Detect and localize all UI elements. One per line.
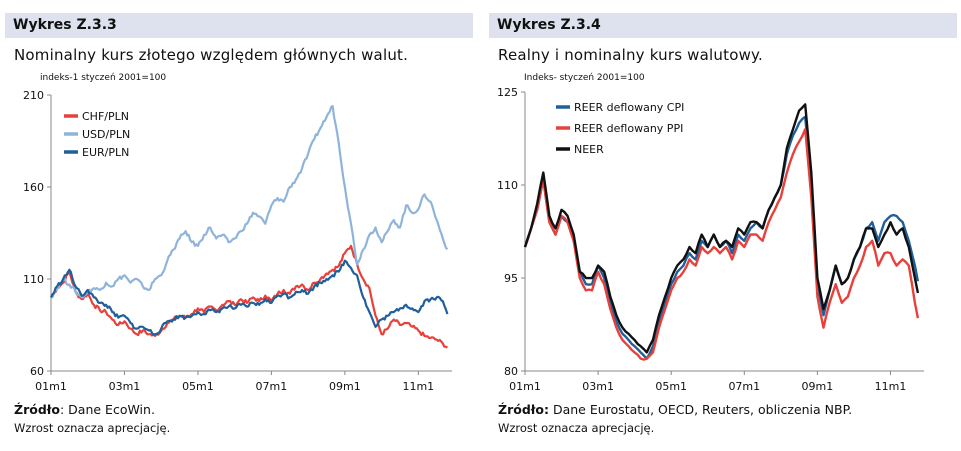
chart-subtitle: Nominalny kurs złotego względem głównych… — [14, 46, 409, 64]
x-tick-label: 09m1 — [329, 380, 361, 393]
source-label: Źródło — [14, 402, 60, 417]
line-chart: 80 95 110 125 01m1 03m1 05m1 07m1 09m1 11m1 REER d… — [497, 86, 924, 393]
series-line — [523, 127, 920, 361]
y-tick-label: 160 — [23, 181, 44, 194]
y-tick-label: 110 — [497, 179, 518, 192]
x-tick-label: 01m1 — [35, 380, 67, 393]
legend-label: REER deflowany CPI — [574, 101, 684, 114]
y-tick-label: 210 — [23, 89, 44, 102]
y-tick-label: 60 — [30, 365, 44, 378]
series-line — [50, 104, 449, 299]
series-line — [523, 103, 920, 354]
x-tick-label: 01m1 — [509, 380, 541, 393]
chart-title: Wykres Z.3.3 — [13, 17, 117, 33]
legend-label: NEER — [574, 143, 604, 156]
source-label: Źródło: — [498, 402, 549, 417]
y-axis-unit: Indeks- styczeń 2001=100 — [524, 73, 645, 83]
x-tick-label: 03m1 — [109, 380, 141, 393]
x-tick-label: 11m1 — [875, 380, 907, 393]
line-chart: 60 110 160 210 01m1 03m1 05m1 07m1 09m1 11m1 CHF/P… — [23, 89, 452, 393]
chart-header: Wykres Z.3.4 — [489, 13, 957, 38]
chart-title: Wykres Z.3.4 — [497, 17, 601, 33]
source-text: Dane Eurostatu, OECD, Reuters, obliczeni… — [549, 402, 853, 417]
footnote: Wzrost oznacza aprecjację. — [14, 421, 171, 435]
footnote: Wzrost oznacza aprecjację. — [498, 421, 655, 435]
x-tick-label: 09m1 — [802, 380, 834, 393]
source-note: Źródło: Dane Eurostatu, OECD, Reuters, o… — [498, 402, 852, 417]
legend-label: REER deflowany PPI — [574, 122, 683, 135]
legend-label: USD/PLN — [82, 128, 130, 141]
legend-label: EUR/PLN — [82, 146, 129, 159]
series-line — [50, 259, 449, 336]
series-line — [50, 244, 449, 349]
source-text: : Dane EcoWin. — [60, 402, 155, 417]
x-tick-label: 05m1 — [182, 380, 214, 393]
y-axis-unit: indeks-1 styczeń 2001=100 — [40, 73, 167, 83]
chart-panel-z34: Wykres Z.3.4 Realny i nominalny kurs wal… — [484, 0, 957, 451]
y-tick-label: 125 — [497, 86, 518, 99]
source-note: Źródło: Dane EcoWin. — [14, 402, 155, 417]
chart-header: Wykres Z.3.3 — [5, 13, 473, 38]
y-tick-label: 80 — [504, 365, 518, 378]
legend-label: CHF/PLN — [82, 110, 129, 123]
x-tick-label: 03m1 — [582, 380, 614, 393]
x-tick-label: 05m1 — [655, 380, 687, 393]
x-tick-label: 07m1 — [728, 380, 760, 393]
y-tick-label: 95 — [504, 272, 518, 285]
chart-panel-z33: Wykres Z.3.3 Nominalny kurs złotego wzgl… — [0, 0, 473, 451]
chart-subtitle: Realny i nominalny kurs walutowy. — [498, 46, 763, 64]
x-tick-label: 11m1 — [402, 380, 434, 393]
x-tick-label: 07m1 — [256, 380, 288, 393]
y-tick-label: 110 — [23, 273, 44, 286]
